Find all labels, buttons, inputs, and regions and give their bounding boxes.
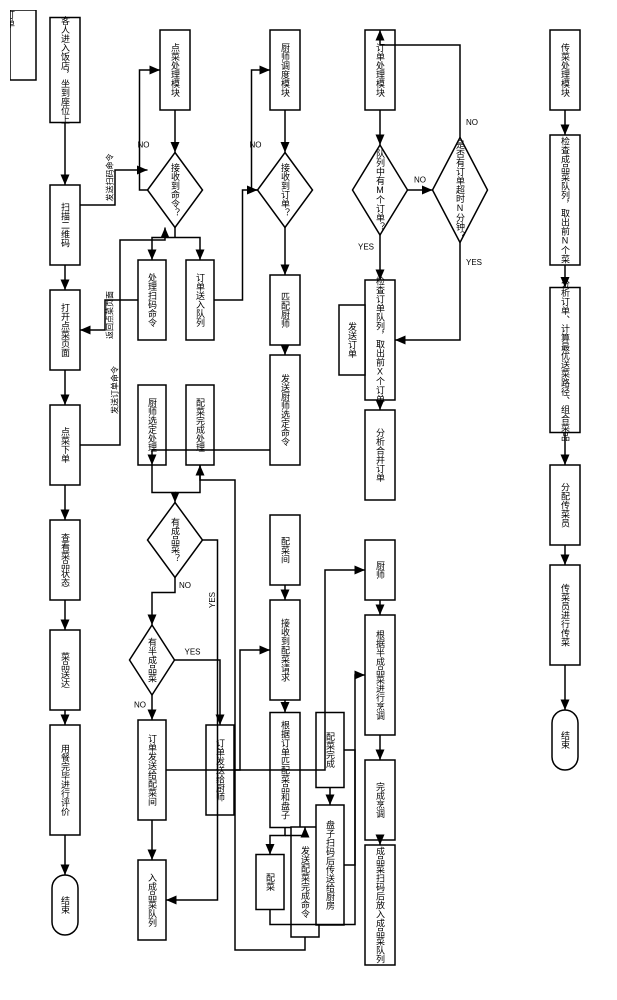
edge-label: NO — [179, 581, 191, 590]
label-n_review: 用餐完毕进行评价 — [60, 744, 70, 816]
label-n_end2: 结束 — [560, 730, 570, 750]
edge — [252, 70, 271, 190]
flowchart-canvas: 客人进入饭店，坐到座位上扫描二维码打开点菜页面点菜下单查看菜品状态菜品送达用餐完… — [10, 10, 607, 990]
label-n_match_chef: 匹配厨师 — [280, 292, 290, 329]
label-n_send_order: 发送订单 — [10, 10, 15, 29]
label-n_customer_enter: 客人进入饭店，坐到座位上 — [60, 15, 70, 124]
edge — [344, 675, 365, 865]
label-n_send_side: 订单发送给配菜间 — [147, 734, 157, 807]
edge-label: NO — [138, 141, 150, 150]
label-n_cook_done: 完成烹调 — [375, 781, 385, 819]
label-n_side_room: 配菜间 — [280, 536, 290, 564]
label-n_chef_dispatch: 厨师调度模块 — [280, 43, 290, 98]
edge-label: NO — [466, 118, 478, 127]
edge — [175, 660, 221, 725]
label-n_send_order: 发送订单 — [347, 321, 357, 359]
label-n_end1: 结束 — [60, 895, 70, 915]
label-n_semi_cook: 根据半成品菜进行烹调 — [375, 629, 385, 721]
label-n_view_status: 查看菜品状态 — [60, 532, 70, 587]
edge-label: NO — [414, 176, 426, 185]
edge — [214, 190, 258, 300]
label-n_dish_delivered: 菜品送达 — [60, 651, 70, 688]
edge-label: YES — [208, 592, 217, 608]
edge — [152, 238, 175, 261]
label-n_recv_order: 接收到订单？ — [280, 162, 290, 217]
label-n_assign_server: 分配传菜员 — [560, 482, 570, 528]
edge-label: YES — [184, 648, 200, 657]
label-n_scan_qr: 扫描二维码 — [60, 201, 70, 248]
edge — [152, 465, 175, 503]
label-n_chef_selected: 厨师选定处理 — [147, 398, 157, 452]
edge-label: 返回点菜页面 — [105, 291, 115, 339]
label-n_recv_cmd: 接收到命令？ — [170, 162, 180, 217]
label-n_order_proc: 订单处理模块 — [375, 43, 385, 98]
label-n_side_complete: 配菜完成 — [325, 732, 335, 769]
edge — [395, 243, 460, 341]
label-n_serve_module: 传菜处理模块 — [560, 42, 570, 98]
edge-label: NO — [134, 701, 146, 710]
label-n_side_done: 配菜完成处理 — [195, 398, 205, 452]
label-n_scan_to_q: 成品菜扫码后放入成品菜队列 — [375, 845, 385, 964]
label-n_send_done_cmd: 发送配菜完成命令 — [300, 845, 310, 919]
label-n_enqueue_order: 订单送入队列 — [195, 273, 205, 328]
edge — [270, 828, 285, 855]
label-n_side_prep: 配菜 — [265, 873, 275, 892]
label-n_check_queue: 检查订单队列，取出前X个订单 — [375, 275, 385, 404]
label-n_send_chef_cmd: 发送厨师选定命令 — [280, 373, 290, 447]
edge-label: 发送订单命令 — [110, 366, 120, 414]
label-n_recv_side_req: 接收到配菜请求 — [280, 617, 290, 681]
label-n_overtime_n: 是否有订单超时N分钟？ — [455, 140, 465, 240]
label-n_has_semi: 有半成品菜 — [147, 636, 157, 683]
edge-label: YES — [466, 258, 482, 267]
label-n_queue_m: 队列中有M个订单？ — [375, 148, 385, 231]
edge-label: NO — [250, 141, 262, 150]
label-n_server_deliver: 传菜员进行传菜 — [560, 582, 570, 647]
edge-label: 发送扫码命令 — [105, 154, 115, 202]
label-n_merge_order: 分析合并订单 — [375, 428, 385, 483]
edge — [175, 465, 200, 493]
edge-label: YES — [358, 243, 374, 252]
edge — [140, 70, 161, 190]
label-n_open_menu: 打开点菜页面 — [60, 302, 70, 358]
edge — [152, 578, 175, 626]
label-n_handle_scan: 处理扫码命令 — [147, 272, 157, 328]
label-n_analyze_route: 分析订单、计算最优送菜路径、组合菜品 — [560, 279, 570, 442]
label-n_check_finished: 检查成品菜队列，取出前N个菜 — [560, 135, 570, 264]
label-n_plate_to_kit: 盘子扫码后传送给厨房 — [325, 819, 335, 911]
label-n_order_module: 点菜处理模块 — [170, 43, 180, 98]
edge — [175, 238, 200, 261]
label-n_has_finished: 有成品菜？ — [170, 516, 180, 562]
label-n_chef: 厨师 — [375, 561, 385, 580]
label-n_to_finished_q: 入成品菜队列 — [147, 873, 157, 928]
label-n_place_order: 点菜下单 — [60, 427, 70, 464]
